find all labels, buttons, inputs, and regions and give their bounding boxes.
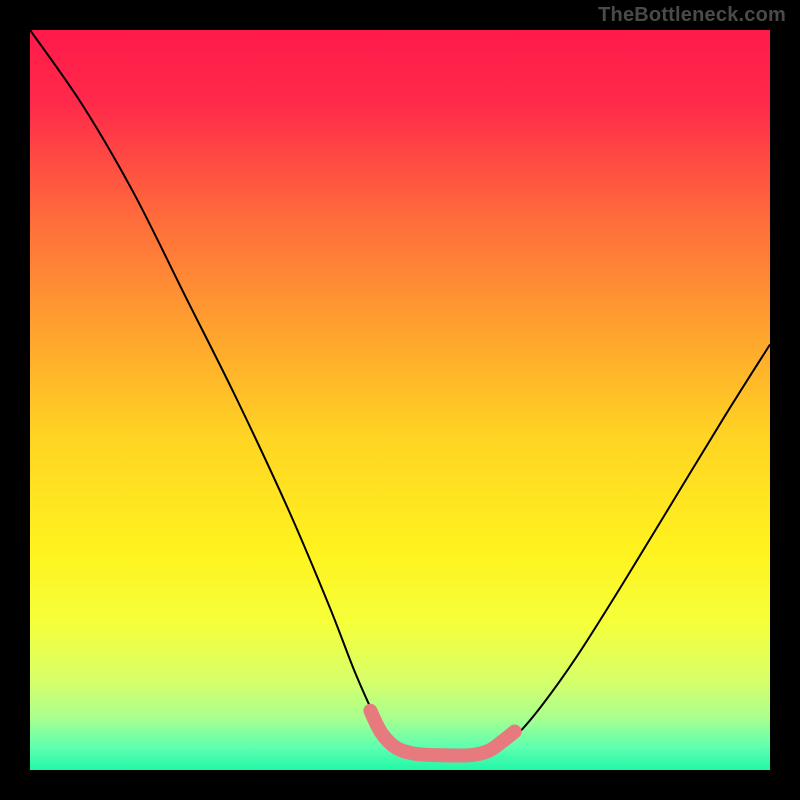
plot-background [30, 30, 770, 770]
chart-frame: TheBottleneck.com [0, 0, 800, 800]
watermark-label: TheBottleneck.com [598, 4, 786, 27]
bottleneck-chart [0, 0, 800, 800]
